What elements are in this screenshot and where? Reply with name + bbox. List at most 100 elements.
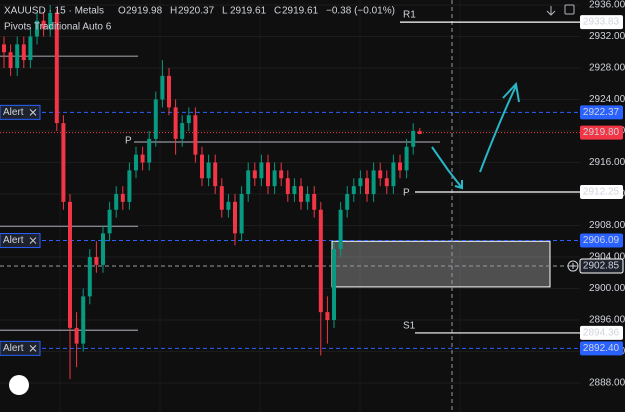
candle-body [266,162,270,187]
candle-body [226,201,231,210]
candle-body [246,170,251,194]
pivot-name: R1 [403,10,416,21]
alert-tag[interactable] [0,340,41,356]
tv-logo [9,375,29,395]
pivot-price-label: 2912.25 [583,187,620,198]
arrow-up [479,81,520,173]
crosshair-add-plus[interactable] [570,263,576,270]
alert-close[interactable] [29,344,37,352]
y-tick-label: 2932.00 [589,31,625,42]
candle-body [378,170,383,179]
scroll-icon[interactable] [546,6,556,16]
candle-body [127,170,132,202]
crosshair-add-button[interactable] [567,260,579,272]
drawings [9,81,520,395]
alert-tag[interactable] [0,233,41,249]
pivot-price-box [580,185,623,200]
candle-body [2,44,6,53]
alert-close[interactable] [29,108,37,116]
pivot-price-box [580,15,623,30]
candle-body [173,107,178,139]
candle-body [21,44,26,61]
candle-body [292,186,297,194]
candle-body [186,115,191,124]
candle-body [285,178,290,194]
candle-body [41,20,46,29]
candle-body [153,99,158,139]
toolbar-icons[interactable] [546,4,575,16]
candle-body [147,138,152,163]
candle-body [107,209,112,234]
settings-icon[interactable] [564,4,575,15]
zone [331,240,551,288]
alert-tag-text[interactable]: Alert [3,107,24,118]
pivot-price-label: 2894.36 [583,328,620,339]
y-tick-label: 2928.00 [589,63,625,74]
last-price-box [580,125,623,140]
last-price-label: 2919.80 [583,127,620,138]
candle-body [28,36,33,61]
candle-body [180,123,185,139]
ohlc-value: 2920.37 [178,6,215,17]
candle-body [120,194,125,202]
candle-body [345,194,350,210]
y-tick-label: 2888.00 [589,378,625,389]
ohlc-value: 2919.61 [230,6,267,17]
candle-body [134,154,138,171]
candle-body [398,162,402,171]
plot: P Alert Alert Alert R1 P S1 [0,0,580,412]
candle-body [193,115,198,155]
candle-body [101,233,105,265]
ohlc-value: 2919.61 [282,6,319,17]
ohlc-key: O [118,6,126,17]
candle-body [140,154,145,163]
crosshair-price-box [579,258,624,274]
change: −0.38 (−0.01%) [326,6,395,17]
candle-body [54,12,59,124]
candle-body [299,186,303,202]
candle-body [252,170,257,179]
arrow-down [431,146,463,190]
alert-tag[interactable] [0,104,41,120]
candle-body [411,131,416,147]
alert-price-box [580,105,623,120]
candle-body [68,201,72,328]
alert-tag-text[interactable]: Alert [3,235,24,246]
candle-body [365,178,369,194]
candle-body [259,162,264,179]
candle-body [35,20,39,37]
pivot-price-label: 2933.83 [583,17,620,28]
y-tick-label: 2936.00 [589,0,625,11]
y-tick-label: 2924.00 [589,94,625,105]
alert-close[interactable] [29,237,37,244]
ohlc-key: H [170,6,177,17]
candle-body [200,154,204,179]
alert-price-box [580,341,623,356]
y-tick-label: 2904.00 [589,252,625,263]
candle-body [94,257,99,265]
alert-price-box [580,233,623,248]
y-tick-label: 2896.00 [589,315,625,326]
candle-body [325,312,330,320]
candle-body [213,162,218,187]
candle-body [219,186,224,210]
candle-body [61,123,66,202]
candle-body [338,209,343,250]
symbol: XAUUSD · 15 · Metals [4,6,104,17]
alert-price-label: 2906.09 [583,235,620,246]
pivot-name: P [403,188,410,199]
candle-body [48,12,53,29]
ohlc-key: C [274,6,281,17]
pivot-price-box [580,325,623,340]
candle-body [233,201,237,234]
alert-price-label: 2922.37 [583,107,620,118]
candle-body [384,178,389,187]
candle-body [358,178,363,187]
indicator-name: Pivots Traditional Auto 6 [4,22,112,33]
candle-body [312,194,317,210]
alert-tag-text[interactable]: Alert [3,343,24,354]
y-tick-label: 2908.00 [589,220,625,231]
candle-body [404,146,409,171]
y-tick-label: 2916.00 [589,157,625,168]
